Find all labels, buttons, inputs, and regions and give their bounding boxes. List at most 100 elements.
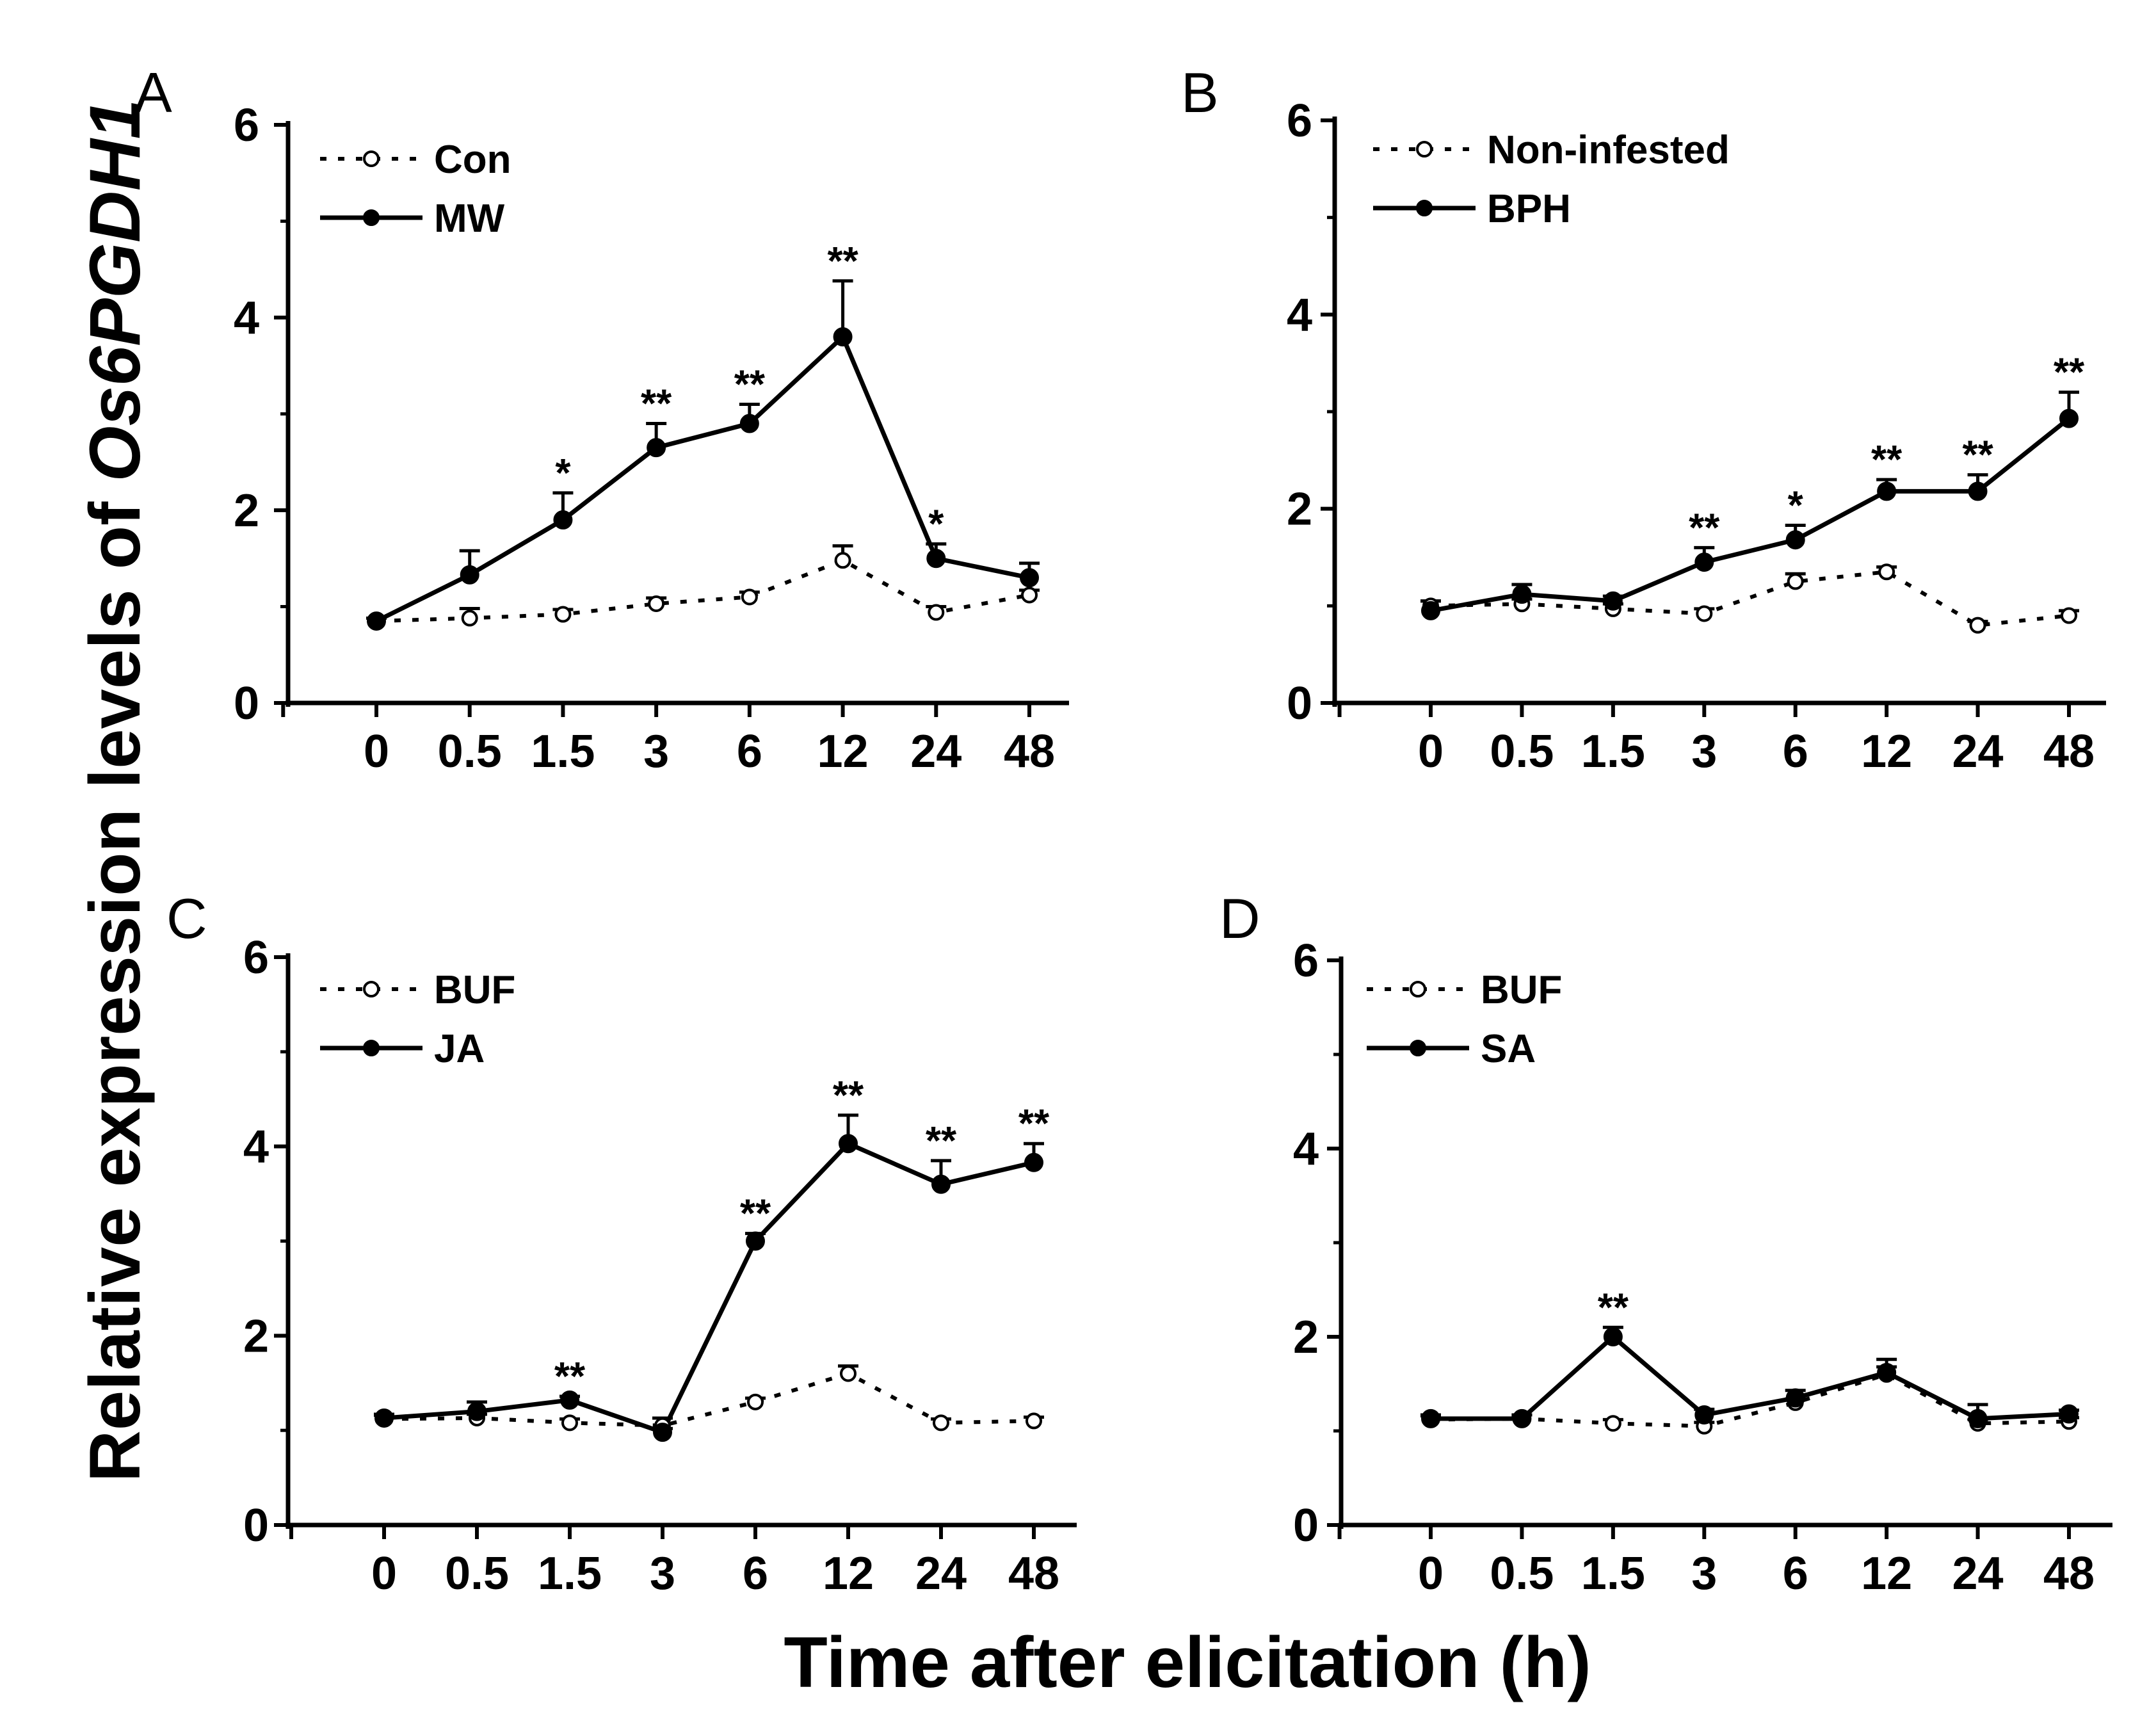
legend-label-buf: BUF bbox=[1481, 968, 1562, 1012]
legend-label-bph: BPH bbox=[1487, 187, 1571, 231]
legend-label-sa: SA bbox=[1481, 1027, 1536, 1071]
data-point-ja bbox=[1024, 1152, 1043, 1172]
data-point-non-infested bbox=[1969, 617, 1986, 634]
x-tick-label: 48 bbox=[1004, 726, 1055, 777]
data-point-ja bbox=[374, 1408, 394, 1428]
data-point-con bbox=[1021, 586, 1038, 604]
x-tick-label: 0.5 bbox=[438, 726, 502, 777]
data-point-mw bbox=[647, 438, 666, 458]
x-tick-label: 12 bbox=[823, 1548, 874, 1599]
legend-marker-con bbox=[363, 150, 380, 167]
data-point-con bbox=[834, 552, 851, 569]
significance-marker: ** bbox=[554, 1355, 586, 1399]
data-point-ja bbox=[839, 1134, 858, 1154]
significance-marker: ** bbox=[926, 1119, 957, 1163]
y-tick-label: 2 bbox=[234, 485, 259, 537]
y-tick-label: 6 bbox=[1287, 95, 1312, 147]
panel-letter-c: C bbox=[166, 887, 207, 950]
data-point-bph bbox=[1421, 601, 1440, 620]
data-point-con bbox=[648, 595, 665, 612]
y-tick-label: 0 bbox=[234, 678, 259, 729]
y-tick-label: 6 bbox=[243, 932, 269, 983]
significance-marker: ** bbox=[1598, 1286, 1629, 1330]
x-tick-label: 6 bbox=[1783, 1548, 1808, 1599]
x-tick-label: 24 bbox=[915, 1548, 967, 1599]
x-tick-label: 0 bbox=[1418, 1548, 1444, 1599]
x-tick-label: 0.5 bbox=[445, 1548, 509, 1599]
panel-letter-d: D bbox=[1219, 887, 1260, 950]
x-tick-label: 12 bbox=[1861, 726, 1912, 777]
data-point-buf bbox=[840, 1365, 857, 1382]
legend-label-mw: MW bbox=[434, 197, 505, 241]
x-tick-label: 0.5 bbox=[1490, 726, 1554, 777]
x-tick-label: 6 bbox=[743, 1548, 768, 1599]
data-point-ja bbox=[653, 1423, 672, 1442]
legend-marker-buf bbox=[363, 981, 380, 997]
data-point-ja bbox=[746, 1231, 765, 1251]
data-point-sa bbox=[1877, 1362, 1897, 1382]
legend-label-con: Con bbox=[434, 138, 511, 182]
panel-letter-b: B bbox=[1181, 61, 1219, 124]
series-line-con bbox=[376, 558, 1030, 624]
data-point-sa bbox=[1421, 1408, 1440, 1428]
x-axis-label: Time after elicitation (h) bbox=[784, 1622, 1591, 1702]
x-tick-label: 3 bbox=[1691, 726, 1717, 777]
y-axis-label-gene: Os6PGDH1 bbox=[75, 99, 155, 482]
legend-label-buf: BUF bbox=[434, 968, 515, 1012]
data-point-mw bbox=[833, 327, 853, 347]
data-point-sa bbox=[1694, 1405, 1714, 1425]
legend-label-non-infested: Non-infested bbox=[1487, 128, 1730, 172]
data-point-bph bbox=[1512, 585, 1532, 604]
y-tick-label: 6 bbox=[234, 100, 259, 151]
data-point-bph bbox=[1877, 481, 1897, 501]
y-tick-label: 2 bbox=[1293, 1312, 1319, 1363]
data-point-ja bbox=[560, 1390, 579, 1410]
y-tick-label: 4 bbox=[1287, 289, 1312, 341]
series-line-sa bbox=[1431, 1334, 2070, 1421]
y-tick-label: 0 bbox=[1287, 678, 1312, 729]
x-tick-label: 1.5 bbox=[1581, 1548, 1645, 1599]
significance-marker: * bbox=[1788, 483, 1804, 528]
x-tick-label: 12 bbox=[817, 726, 869, 777]
y-tick-label: 4 bbox=[1293, 1124, 1319, 1175]
data-point-ja bbox=[931, 1174, 951, 1194]
data-point-mw bbox=[926, 549, 946, 569]
x-tick-label: 48 bbox=[2043, 1548, 2095, 1599]
data-point-bph bbox=[1603, 591, 1623, 611]
data-point-bph bbox=[1694, 553, 1714, 572]
data-point-non-infested bbox=[2061, 607, 2077, 624]
significance-marker: ** bbox=[2054, 351, 2085, 395]
x-tick-label: 1.5 bbox=[538, 1548, 602, 1599]
data-point-con bbox=[741, 588, 758, 606]
series-line-mw bbox=[375, 334, 1030, 624]
x-tick-label: 48 bbox=[1008, 1548, 1059, 1599]
y-tick-label: 2 bbox=[1287, 484, 1312, 535]
x-tick-label: 0 bbox=[1418, 726, 1444, 777]
y-tick-label: 0 bbox=[243, 1500, 269, 1551]
data-point-buf bbox=[747, 1393, 764, 1410]
y-tick-label: 0 bbox=[1293, 1500, 1319, 1551]
x-tick-label: 12 bbox=[1861, 1548, 1912, 1599]
x-tick-label: 24 bbox=[1952, 1548, 2004, 1599]
significance-marker: ** bbox=[827, 239, 858, 284]
x-tick-label: 3 bbox=[650, 1548, 675, 1599]
legend-marker-buf bbox=[1410, 981, 1426, 997]
y-tick-label: 4 bbox=[234, 293, 259, 344]
significance-marker: ** bbox=[734, 362, 766, 407]
legend-marker-mw bbox=[363, 209, 380, 226]
data-point-ja bbox=[467, 1401, 487, 1421]
x-tick-label: 24 bbox=[1952, 726, 2004, 777]
data-point-con bbox=[554, 606, 572, 623]
legend-marker-non-infested bbox=[1416, 141, 1433, 157]
y-tick-label: 2 bbox=[243, 1311, 269, 1362]
y-axis-label: Relative expression levels of Os6PGDH1 bbox=[75, 99, 155, 1482]
data-point-mw bbox=[1020, 568, 1039, 588]
